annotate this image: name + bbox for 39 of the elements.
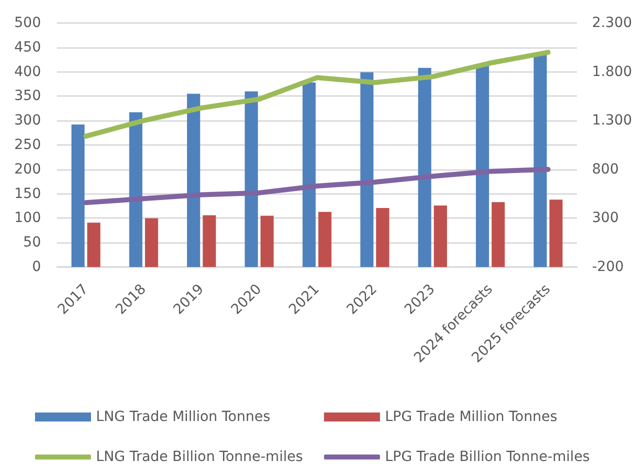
y2-tick-label: 800 <box>592 161 619 178</box>
bar <box>187 94 200 267</box>
bar <box>492 202 505 267</box>
bar <box>434 206 447 267</box>
y-tick-label: 500 <box>14 15 41 31</box>
legend-label: LPG Trade Million Tonnes <box>385 409 558 425</box>
y-tick-label: 350 <box>14 88 41 104</box>
bar <box>87 222 100 267</box>
y2-tick-label: 300 <box>592 210 619 226</box>
bar <box>202 215 216 267</box>
legend-label: LPG Trade Billion Tonne-miles <box>385 449 590 465</box>
bar <box>534 53 547 267</box>
y-tick-label: 300 <box>14 112 41 129</box>
y2-tick-label: -200 <box>592 259 624 275</box>
bar <box>260 216 274 267</box>
legend-label: LNG Trade Billion Tonne-miles <box>96 449 303 465</box>
y-tick-label: 450 <box>14 39 41 56</box>
y-tick-label: 150 <box>14 186 41 202</box>
y2-tick-label: 1.800 <box>592 64 632 80</box>
y-tick-label: 100 <box>14 210 41 226</box>
bar <box>144 218 158 267</box>
bar <box>244 91 258 267</box>
bar <box>129 112 142 267</box>
bar <box>549 200 563 267</box>
bar <box>318 212 332 267</box>
bar <box>302 82 316 267</box>
bar <box>71 124 85 267</box>
y2-tick-label: 1.300 <box>592 112 632 129</box>
y-tick-label: 400 <box>14 64 41 80</box>
bar <box>418 68 432 267</box>
legend-label: LNG Trade Million Tonnes <box>96 409 270 425</box>
y2-tick-label: 2.300 <box>592 15 632 31</box>
bar <box>476 64 490 267</box>
y-tick-label: 250 <box>14 137 41 153</box>
y-tick-label: 50 <box>23 234 41 251</box>
bar <box>376 208 390 267</box>
y-tick-label: 0 <box>32 259 41 275</box>
y-tick-label: 200 <box>14 161 41 178</box>
bar <box>360 72 374 267</box>
